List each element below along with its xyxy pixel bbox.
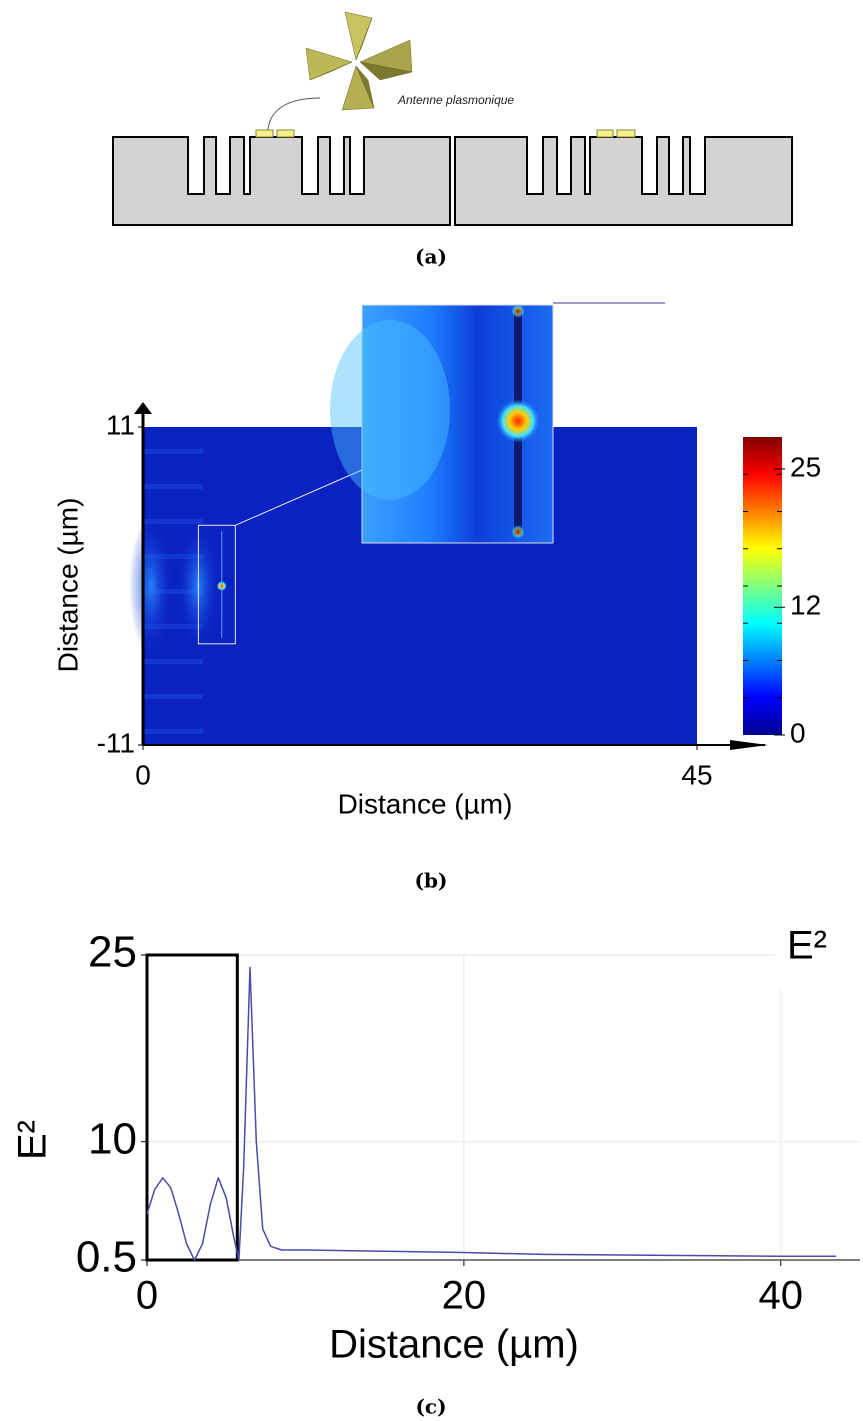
substrate bbox=[112, 136, 451, 226]
zoom-connector bbox=[235, 469, 363, 526]
colorbar-tick-label: 25 bbox=[790, 451, 821, 482]
caption: (b) bbox=[415, 869, 448, 893]
series-line bbox=[146, 966, 837, 1261]
field-stripe bbox=[143, 484, 203, 489]
annotation: Antenne plasmonique bbox=[397, 93, 514, 107]
inset-tip bbox=[511, 304, 525, 318]
caption: (c) bbox=[415, 1395, 446, 1419]
y-arrow bbox=[134, 402, 152, 414]
x-tick-label: 20 bbox=[442, 1274, 487, 1318]
field-stripe bbox=[143, 554, 203, 559]
y-axis-label: E² bbox=[11, 1120, 55, 1160]
heatmap-panel: 0 45 -11 11 Distance (µm) Distance (µm) 0 12 25 (… bbox=[52, 302, 821, 893]
x-tick-label: 0 bbox=[136, 1274, 158, 1318]
highlight-box bbox=[145, 953, 239, 1262]
x-tick-label: 0 bbox=[135, 759, 151, 790]
x-axis-label: Distance (µm) bbox=[338, 788, 513, 819]
field-stripe bbox=[143, 659, 203, 664]
x-tick-label: 40 bbox=[759, 1274, 804, 1318]
line-panel: 0 20 40 0.5 10 25 E² Distance (µm) E² (c) bbox=[11, 924, 863, 1419]
field-stripe bbox=[143, 589, 203, 594]
x-axis-label: Distance (µm) bbox=[329, 1323, 579, 1367]
colorbar bbox=[743, 437, 782, 735]
grooves bbox=[187, 135, 706, 195]
inset-hotspot bbox=[496, 399, 540, 443]
colorbar-tick-label: 0 bbox=[790, 717, 806, 748]
antenna-3d bbox=[305, 11, 413, 111]
inset-lobe bbox=[330, 320, 450, 500]
field-stripe bbox=[143, 519, 203, 524]
field-stripe bbox=[143, 729, 203, 734]
zoom-box bbox=[197, 524, 236, 645]
caption: (a) bbox=[415, 245, 447, 269]
field-stripe bbox=[143, 694, 203, 699]
diagram: Antenne plasmonique (a) bbox=[112, 11, 793, 269]
y-tick-label: 11 bbox=[106, 409, 135, 440]
field-stripe bbox=[143, 449, 203, 454]
y-tick-label: 0.5 bbox=[76, 1233, 137, 1282]
y-tick-label: 25 bbox=[88, 928, 137, 977]
inset-tip bbox=[511, 525, 525, 539]
substrate bbox=[454, 136, 793, 226]
y-tick-label: 10 bbox=[88, 1114, 137, 1163]
field-stripe bbox=[143, 624, 203, 629]
pointer bbox=[267, 97, 321, 131]
colorbar-tick-label: 12 bbox=[790, 590, 821, 621]
legend bbox=[775, 925, 863, 990]
x-arrow bbox=[730, 740, 768, 750]
field-lobe bbox=[129, 516, 173, 656]
antenna-pads bbox=[255, 129, 636, 138]
y-axis-label: Distance (µm) bbox=[52, 498, 83, 673]
legend-label: E² bbox=[787, 924, 827, 968]
y-tick-label: -11 bbox=[97, 727, 135, 758]
x-tick-label: 45 bbox=[681, 759, 712, 790]
